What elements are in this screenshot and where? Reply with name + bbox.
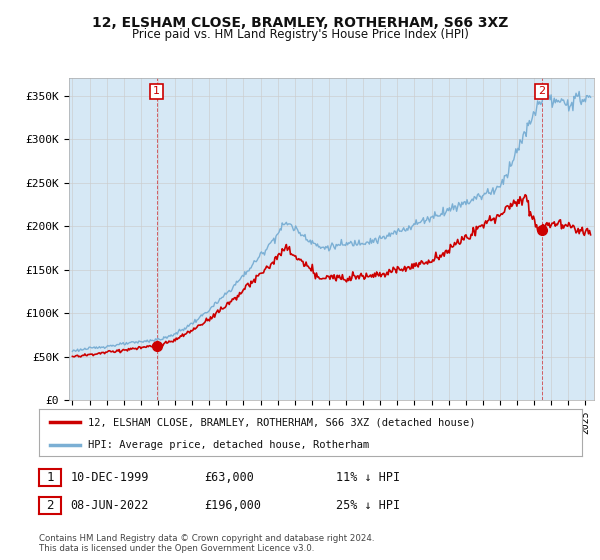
Text: 10-DEC-1999: 10-DEC-1999 xyxy=(70,470,149,484)
Text: 1: 1 xyxy=(46,470,53,484)
Text: Price paid vs. HM Land Registry's House Price Index (HPI): Price paid vs. HM Land Registry's House … xyxy=(131,28,469,41)
Text: 12, ELSHAM CLOSE, BRAMLEY, ROTHERHAM, S66 3XZ (detached house): 12, ELSHAM CLOSE, BRAMLEY, ROTHERHAM, S6… xyxy=(88,417,475,427)
Text: 08-JUN-2022: 08-JUN-2022 xyxy=(70,498,149,512)
Text: £196,000: £196,000 xyxy=(204,498,261,512)
Text: 12, ELSHAM CLOSE, BRAMLEY, ROTHERHAM, S66 3XZ: 12, ELSHAM CLOSE, BRAMLEY, ROTHERHAM, S6… xyxy=(92,16,508,30)
Text: HPI: Average price, detached house, Rotherham: HPI: Average price, detached house, Roth… xyxy=(88,440,369,450)
Text: Contains HM Land Registry data © Crown copyright and database right 2024.
This d: Contains HM Land Registry data © Crown c… xyxy=(39,534,374,553)
Text: £63,000: £63,000 xyxy=(204,470,254,484)
Text: 1: 1 xyxy=(153,86,160,96)
Text: 2: 2 xyxy=(538,86,545,96)
Text: 25% ↓ HPI: 25% ↓ HPI xyxy=(336,498,400,512)
Text: 11% ↓ HPI: 11% ↓ HPI xyxy=(336,470,400,484)
Text: 2: 2 xyxy=(46,498,53,512)
